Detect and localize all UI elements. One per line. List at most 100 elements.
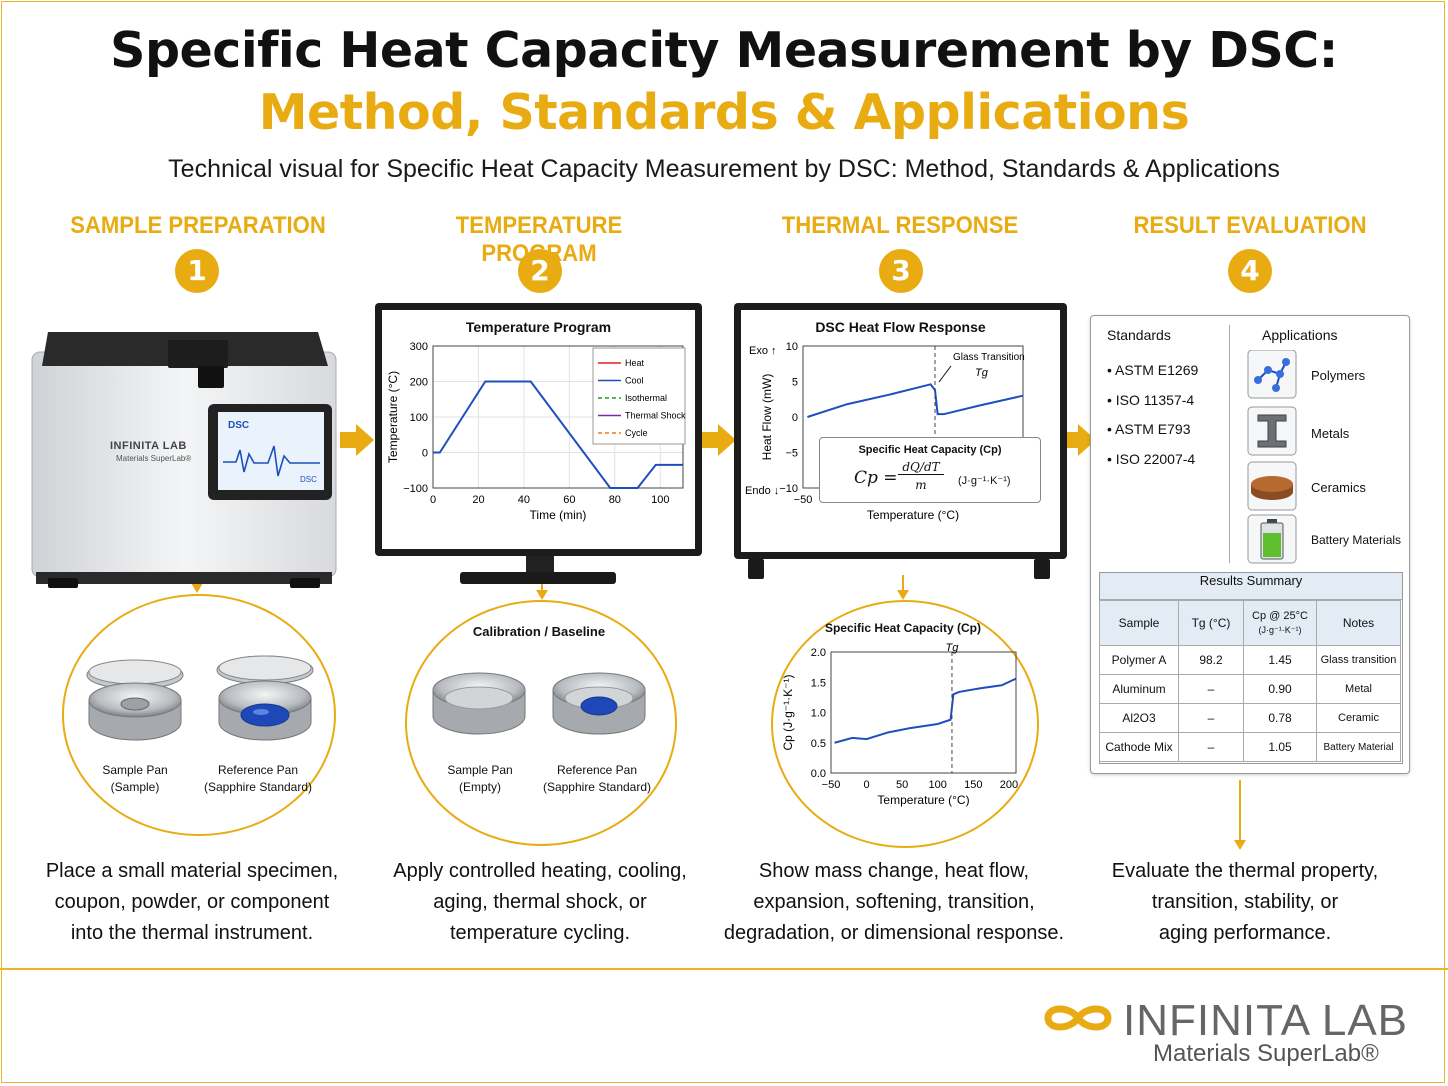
sapphire-pan-label-line2: (Sapphire Standard) <box>542 780 652 794</box>
endo-label: Endo ↓ <box>745 485 779 497</box>
standard-item-text: ASTM E793 <box>1115 421 1191 437</box>
y-tick-label: 100 <box>410 412 428 424</box>
standard-item: • ISO 11357-4 <box>1107 391 1195 408</box>
desc-line: Apply controlled heating, cooling, <box>393 860 687 882</box>
application-polymers: Polymers <box>1311 368 1366 383</box>
cell-cp: 0.78 <box>1243 703 1317 733</box>
step-description-3: Show mass change, heat flow, expansion, … <box>714 856 1074 949</box>
cell-sample: Al2O3 <box>1099 703 1179 733</box>
y-tick-label: 1.5 <box>811 677 826 689</box>
application-metals: Metals <box>1311 426 1350 441</box>
instrument-screen-tag: DSC <box>300 475 317 484</box>
step-heading-result-evaluation: RESULT EVALUATION <box>1133 212 1367 239</box>
legend-label: Isothermal <box>625 393 667 403</box>
page-title: Specific Heat Capacity Measurement by DS… <box>110 22 1338 79</box>
step-heading-sample-preparation: SAMPLE PREPARATION <box>70 212 326 239</box>
x-tick-label: −50 <box>794 494 813 506</box>
desc-line: transition, stability, or <box>1151 891 1339 913</box>
y-tick-label: −5 <box>785 448 798 460</box>
table-row: Polymer A 98.2 1.45 Glass transition <box>1099 645 1401 675</box>
reference-pan-label-line1: Reference Pan <box>217 763 299 777</box>
right-arrow-icon <box>340 424 1096 456</box>
results-title: Results Summary <box>1100 573 1402 600</box>
cell-notes: Glass transition <box>1316 645 1401 675</box>
x-tick-label: 100 <box>929 779 947 791</box>
step-number-4: 4 <box>1228 249 1272 293</box>
monitor-feet <box>748 559 1050 579</box>
empty-pan-label-line1: Sample Pan <box>447 763 513 777</box>
y-tick-label: 200 <box>410 377 428 389</box>
cell-tg: – <box>1178 674 1244 704</box>
instrument-brand: INFINITA LAB <box>110 440 187 452</box>
standard-item: • ASTM E793 <box>1107 421 1191 437</box>
application-ceramics: Ceramics <box>1311 480 1366 495</box>
empty-pan-label-line2: (Empty) <box>459 780 501 794</box>
application-battery: Battery Materials <box>1311 533 1402 547</box>
legend-label: Cycle <box>625 428 648 438</box>
infinity-logo-icon <box>1044 1005 1112 1031</box>
series-line <box>834 677 1017 744</box>
desc-line: into the thermal instrument. <box>70 922 314 944</box>
metal-beam-icon <box>1247 406 1297 456</box>
header-notes: Notes <box>1316 600 1401 646</box>
y-tick-label: 300 <box>410 341 428 353</box>
step-number-1: 1 <box>175 249 219 293</box>
table-row: Al2O3–0.78 Ceramic <box>1099 703 1401 733</box>
panel-divider <box>1229 325 1230 563</box>
desc-line: Evaluate the thermal property, <box>1111 860 1379 882</box>
formula-box: Specific Heat Capacity (Cp) Cp = dQ/dT m… <box>819 437 1041 503</box>
step-number-3: 3 <box>879 249 923 293</box>
sapphire-pan-label-line1: Reference Pan <box>556 763 638 777</box>
x-tick-label: 80 <box>609 494 621 506</box>
x-tick-label: 40 <box>518 494 530 506</box>
dsc-instrument <box>31 332 337 588</box>
y-tick-label: 0 <box>422 448 428 460</box>
standard-item: • ISO 22007-4 <box>1107 450 1196 467</box>
down-arrow-icon <box>191 583 1246 850</box>
y-axis-label: Temperature (°C) <box>386 371 400 463</box>
desc-line: coupon, powder, or component <box>54 891 330 913</box>
standard-item-text: ISO 11357-4 <box>1115 391 1195 408</box>
step-number-2: 2 <box>518 249 562 293</box>
monitor-stand <box>460 556 616 584</box>
cp-chart: −50 0 50 100 150 200 2.0 1.5 1.0 0.5 0.0 Temperatur… <box>781 642 1018 807</box>
y-tick-label: 0 <box>792 412 798 424</box>
reference-pan-label-line2: (Sapphire Standard) <box>203 780 313 794</box>
desc-line: temperature cycling. <box>449 922 631 944</box>
footer-tagline: Materials SuperLab® <box>1153 1040 1379 1067</box>
y-axis-label: Heat Flow (mW) <box>760 374 774 461</box>
table-row: Cathode Mix –1.05 Battery Material <box>1099 732 1401 762</box>
y-tick-label: −10 <box>779 483 798 495</box>
footer-divider <box>0 968 1448 970</box>
footer-logo-text: INFINITA LAB <box>1123 996 1409 1045</box>
empty-pan-label: Sample Pan (Empty) <box>430 762 530 796</box>
heatflow-chart-title: DSC Heat Flow Response <box>815 319 986 335</box>
cell-cp: 1.45 <box>1243 645 1317 675</box>
y-tick-label: 5 <box>792 377 798 389</box>
plot-frame <box>830 651 1017 774</box>
x-tick-label: 150 <box>964 779 982 791</box>
legend-box <box>592 347 686 445</box>
desc-line: expansion, softening, transition, <box>753 891 1035 913</box>
series-line <box>807 383 1024 418</box>
temp-chart-title: Temperature Program <box>465 319 612 335</box>
cp-chart-title: Specific Heat Capacity (Cp) <box>824 621 982 635</box>
standards-heading: Standards <box>1107 327 1171 343</box>
desc-line: Place a small material specimen, <box>45 860 339 882</box>
header-sample: Sample <box>1099 600 1179 646</box>
x-axis-label: Temperature (°C) <box>877 793 969 807</box>
sample-pan-label: Sample Pan (Sample) <box>85 762 185 796</box>
results-table: Sample Tg (°C) Cp @ 25°C (J·g⁻¹·K⁻¹) Note… <box>1099 600 1401 762</box>
sample-pan-label-line2: (Sample) <box>110 780 160 794</box>
y-tick-label: 10 <box>786 341 798 353</box>
tg-label: Tg <box>946 642 960 654</box>
applications-heading: Applications <box>1262 327 1338 343</box>
glass-transition-label: Glass Transition <box>953 352 1025 363</box>
cell-tg: – <box>1178 732 1244 762</box>
standard-item-text: ASTM E1269 <box>1115 362 1199 378</box>
x-tick-label: 20 <box>472 494 484 506</box>
formula-units: (J·g⁻¹·K⁻¹) <box>958 475 1011 487</box>
x-tick-label: 50 <box>896 779 908 791</box>
standards-list: • ASTM E1269 • ISO 11357-4 • ASTM E793 •… <box>1107 356 1198 474</box>
